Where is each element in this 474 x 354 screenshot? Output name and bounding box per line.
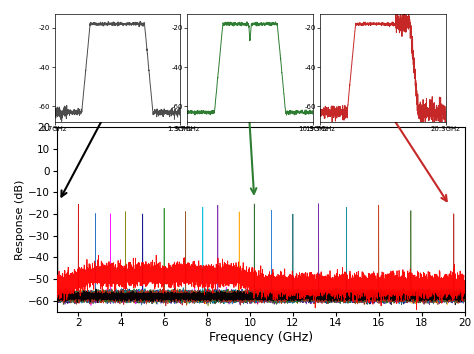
X-axis label: Frequency (GHz): Frequency (GHz) — [209, 331, 313, 344]
Y-axis label: Response (dB): Response (dB) — [15, 179, 25, 260]
